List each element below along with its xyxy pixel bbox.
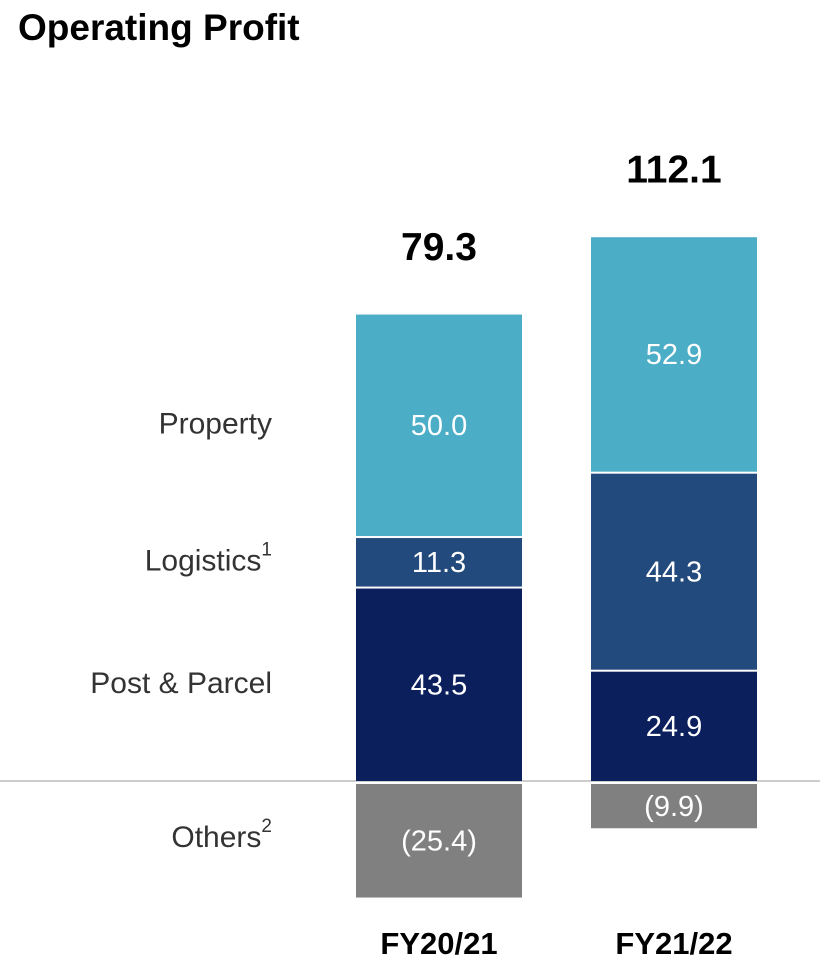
value-label: 11.3	[412, 547, 466, 579]
bar-segment	[356, 784, 522, 898]
value-label: 24.9	[646, 711, 702, 743]
value-label: 50.0	[411, 410, 467, 442]
bar-segment	[356, 538, 522, 587]
value-label: 44.3	[646, 556, 702, 588]
value-label: 52.9	[646, 339, 702, 371]
legend-label: Property	[159, 407, 272, 440]
value-label: (9.9)	[644, 791, 704, 823]
bar-segment	[356, 314, 522, 537]
legend-label: Post & Parcel	[90, 667, 272, 700]
legend-footnote: 1	[261, 539, 272, 560]
legend-label: Others2	[171, 816, 272, 854]
legend-name: Post & Parcel	[90, 667, 272, 700]
bar-segment	[591, 473, 757, 670]
legend-name: Logistics	[145, 544, 262, 577]
bar-segment	[591, 671, 757, 781]
bar-segment	[591, 784, 757, 829]
bar-segment	[591, 237, 757, 472]
legend-label: Logistics1	[145, 539, 272, 577]
value-label: 43.5	[411, 669, 467, 701]
chart-title: Operating Profit	[18, 7, 300, 48]
category-label: FY20/21	[380, 926, 497, 961]
bar-segment	[356, 588, 522, 781]
category-label: FY21/22	[615, 926, 732, 961]
legend-name: Property	[159, 407, 272, 440]
legend-footnote: 2	[261, 816, 272, 837]
value-label: (25.4)	[401, 825, 477, 857]
total-label: 112.1	[626, 149, 721, 192]
legend-name: Others	[171, 821, 261, 854]
total-label: 79.3	[401, 226, 477, 269]
